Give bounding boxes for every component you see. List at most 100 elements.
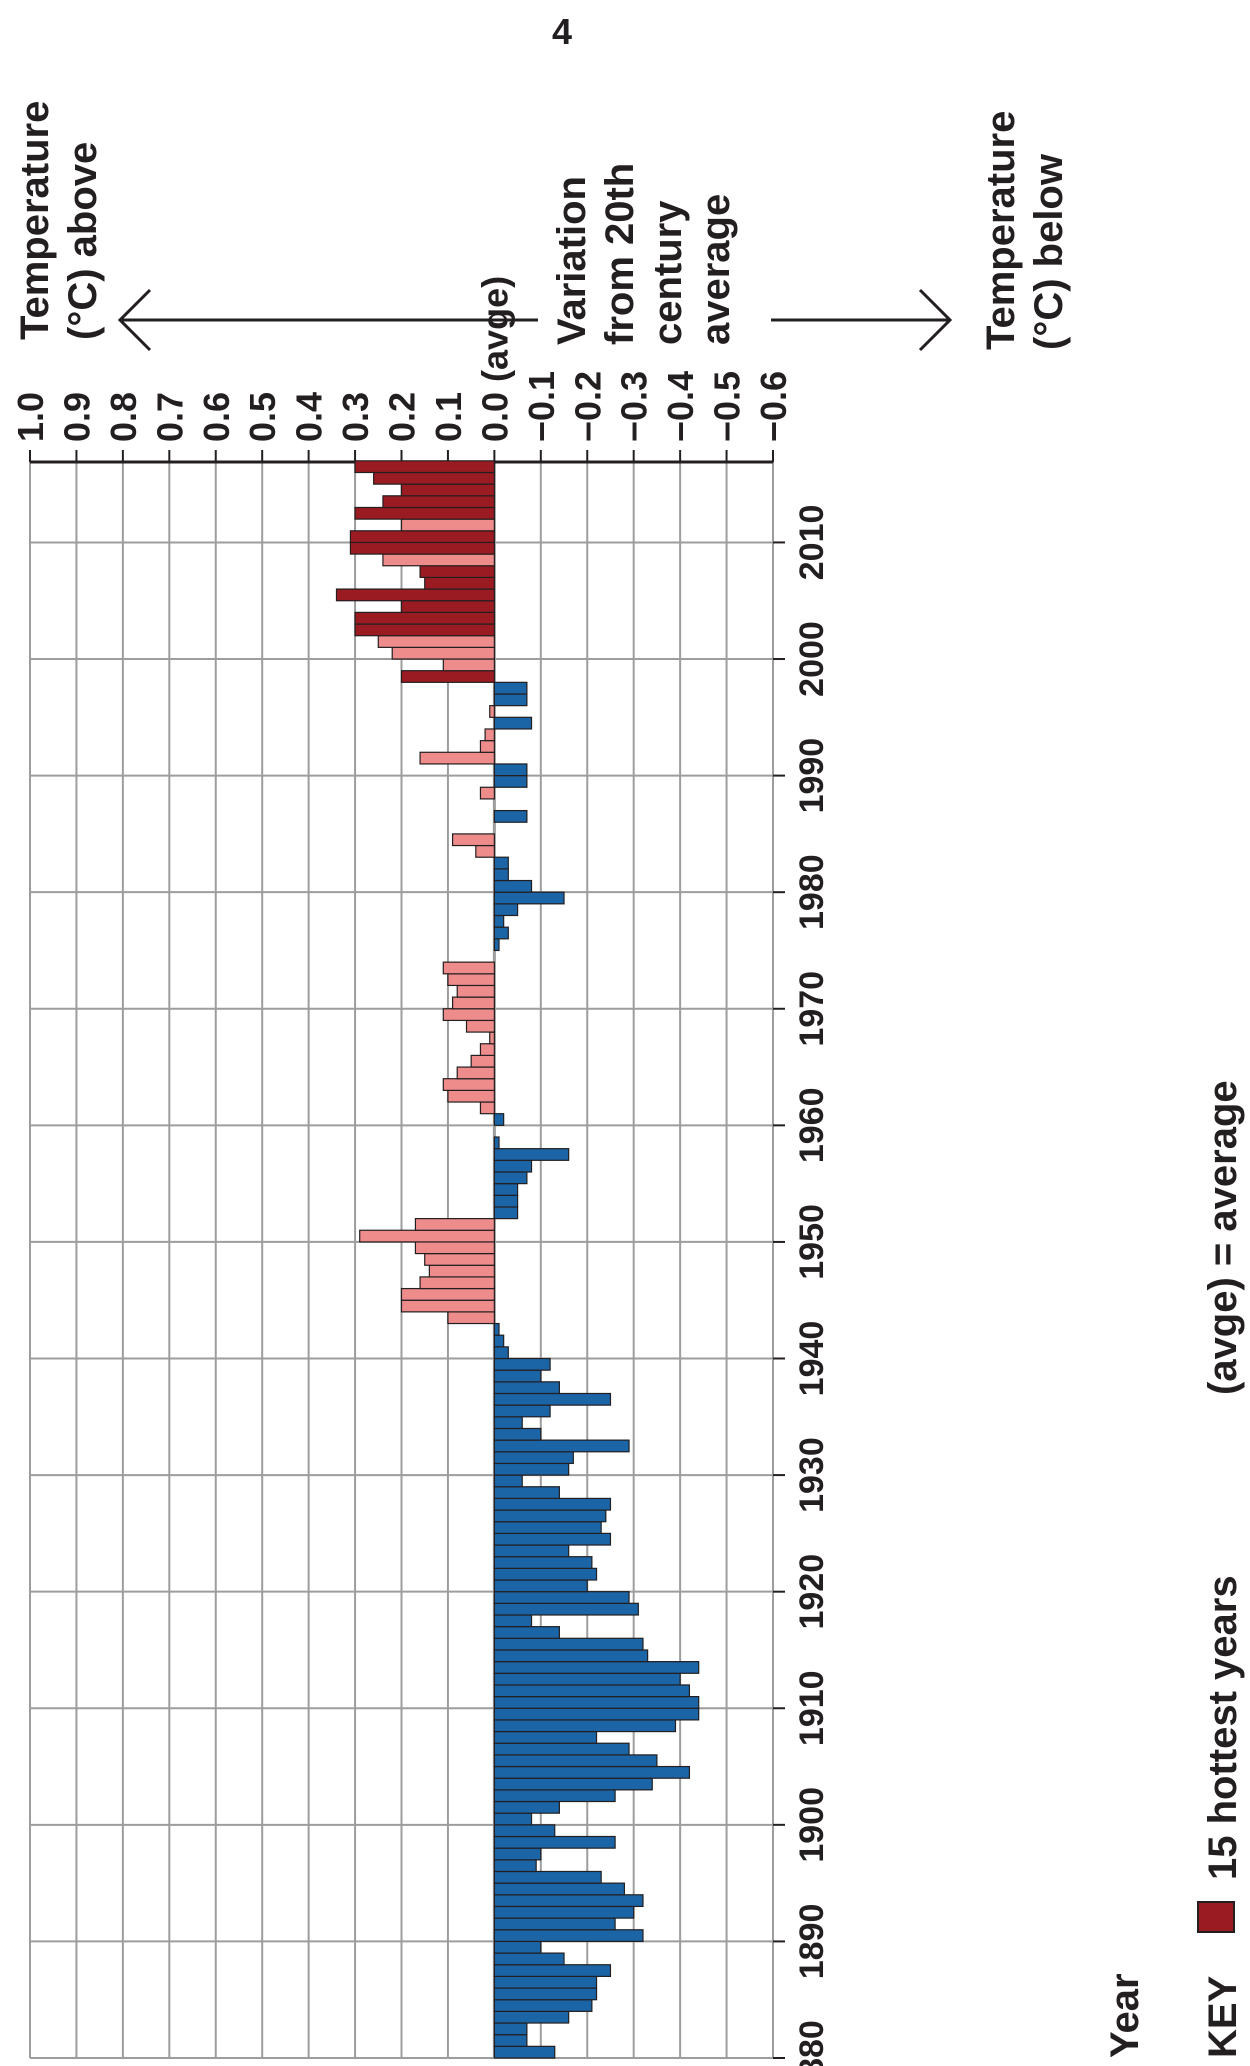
value-tick-label: −0.5 — [707, 371, 748, 442]
year-tick-label: 1910 — [793, 1670, 831, 1746]
bar-1893 — [493, 1894, 644, 1908]
bar-1943 — [447, 1311, 495, 1325]
above-label-line1: Temperature — [13, 101, 57, 340]
value-tick-label: 0.8 — [103, 392, 144, 442]
above-label: Temperature (°C) above — [13, 90, 105, 340]
bar-1904 — [493, 1765, 691, 1779]
plot-area — [29, 450, 785, 2059]
bar-1920 — [493, 1579, 588, 1593]
bar-1928 — [493, 1486, 560, 1500]
bar-2012 — [354, 506, 495, 520]
bar-1994 — [493, 716, 533, 730]
bar-1962 — [447, 1089, 495, 1103]
bar-2014 — [400, 483, 495, 497]
bar-2015 — [373, 471, 495, 485]
value-tick-labels: 1.0 0.9 0.8 0.7 0.6 0.5 0.4 0.3 0.2 0.1 0.0 (avge)… — [10, 276, 794, 442]
center-label-line1: Variation — [550, 176, 594, 345]
bar-1971 — [456, 984, 495, 998]
bar-1895 — [493, 1870, 602, 1884]
bar-1902 — [493, 1789, 616, 1803]
bar-2002 — [354, 623, 495, 637]
year-tick-label: 1990 — [793, 738, 831, 814]
bar-1977 — [493, 914, 505, 928]
center-label-line2: from 20th — [598, 163, 642, 345]
bar-1948 — [424, 1252, 495, 1266]
bar-1992 — [479, 740, 495, 753]
center-label-line4: average — [694, 194, 738, 345]
bar-1940 — [493, 1346, 509, 1360]
bar-2008 — [382, 553, 495, 567]
bar-1927 — [493, 1497, 612, 1511]
bar-2000 — [391, 646, 495, 660]
bar-1916 — [493, 1626, 560, 1639]
bar-1883 — [493, 2010, 570, 2024]
year-tick-label: 1940 — [793, 1321, 831, 1397]
year-tick-label: 2000 — [793, 621, 831, 697]
bar-1953 — [493, 1194, 519, 1208]
bar-1909 — [493, 1707, 700, 1721]
bar-1978 — [493, 903, 519, 917]
bar-1961 — [479, 1101, 495, 1115]
bar-1939 — [493, 1357, 551, 1371]
key-item-label: 15 hottest years — [1201, 1575, 1245, 1880]
value-tick-label: 0.6 — [196, 392, 237, 442]
bar-1919 — [493, 1591, 630, 1604]
bar-1988 — [479, 786, 495, 800]
center-label-line3: century — [646, 200, 690, 345]
bar-1898 — [493, 1835, 616, 1849]
bar-1911 — [493, 1684, 691, 1698]
bar-1907 — [493, 1730, 598, 1744]
bar-1984 — [451, 833, 495, 847]
bar-1885 — [493, 1987, 598, 2001]
bar-1960 — [493, 1113, 505, 1126]
value-tick-label: −0.2 — [567, 371, 608, 442]
bar-1932 — [493, 1439, 630, 1453]
bar-1897 — [493, 1847, 542, 1861]
bar-1970 — [451, 996, 495, 1010]
bar-1917 — [493, 1614, 533, 1628]
below-label-line1: Temperature — [979, 111, 1023, 350]
bar-1998 — [400, 670, 495, 683]
value-tick-label: 0.1 — [428, 392, 469, 442]
year-tick-label: 1980 — [793, 854, 831, 930]
bar-1886 — [493, 1975, 598, 1989]
bar-1966 — [479, 1043, 495, 1056]
year-tick-label: 1930 — [793, 1437, 831, 1513]
bar-1880 — [493, 2045, 556, 2059]
value-tick-label: −0.4 — [660, 371, 701, 442]
bar-2016 — [354, 460, 495, 474]
bar-1925 — [493, 1521, 602, 1534]
x-axis-label: Year — [1103, 1973, 1147, 2058]
bar-1888 — [493, 1952, 565, 1966]
bar-1936 — [493, 1392, 612, 1406]
bar-1967 — [489, 1031, 495, 1045]
center-label: Variation from 20th century average — [550, 152, 738, 345]
bar-2011 — [400, 518, 495, 532]
key-note: (avge) = average — [1201, 1080, 1245, 1395]
bar-1892 — [493, 1905, 635, 1919]
value-tick-label: −0.1 — [521, 371, 562, 442]
below-label-line2: (°C) below — [1027, 153, 1071, 350]
value-tick-label: 1.0 — [10, 392, 51, 442]
year-tick-labels: 1880 1890 1900 1910 1920 1930 1940 1950 1960 1970… — [793, 505, 831, 2066]
year-tick-label: 1880 — [793, 2020, 831, 2066]
value-tick-label: −0.3 — [614, 371, 655, 442]
bar-1955 — [493, 1171, 528, 1185]
bar-1937 — [493, 1381, 560, 1395]
bar-1900 — [493, 1812, 533, 1826]
bar-1931 — [493, 1451, 574, 1465]
bar-1935 — [493, 1404, 551, 1418]
year-tick-label: 1900 — [793, 1787, 831, 1863]
bar-1921 — [493, 1567, 598, 1581]
year-tick-label: 1890 — [793, 1904, 831, 1980]
bar-1910 — [493, 1695, 700, 1709]
bar-1989 — [493, 775, 528, 788]
bar-1924 — [493, 1532, 612, 1546]
value-tick-label: 0.7 — [149, 392, 190, 442]
bar-1926 — [493, 1509, 607, 1523]
bar-1922 — [493, 1556, 593, 1569]
bar-1963 — [442, 1078, 495, 1091]
bar-1908 — [493, 1719, 677, 1733]
bar-1956 — [493, 1159, 533, 1173]
